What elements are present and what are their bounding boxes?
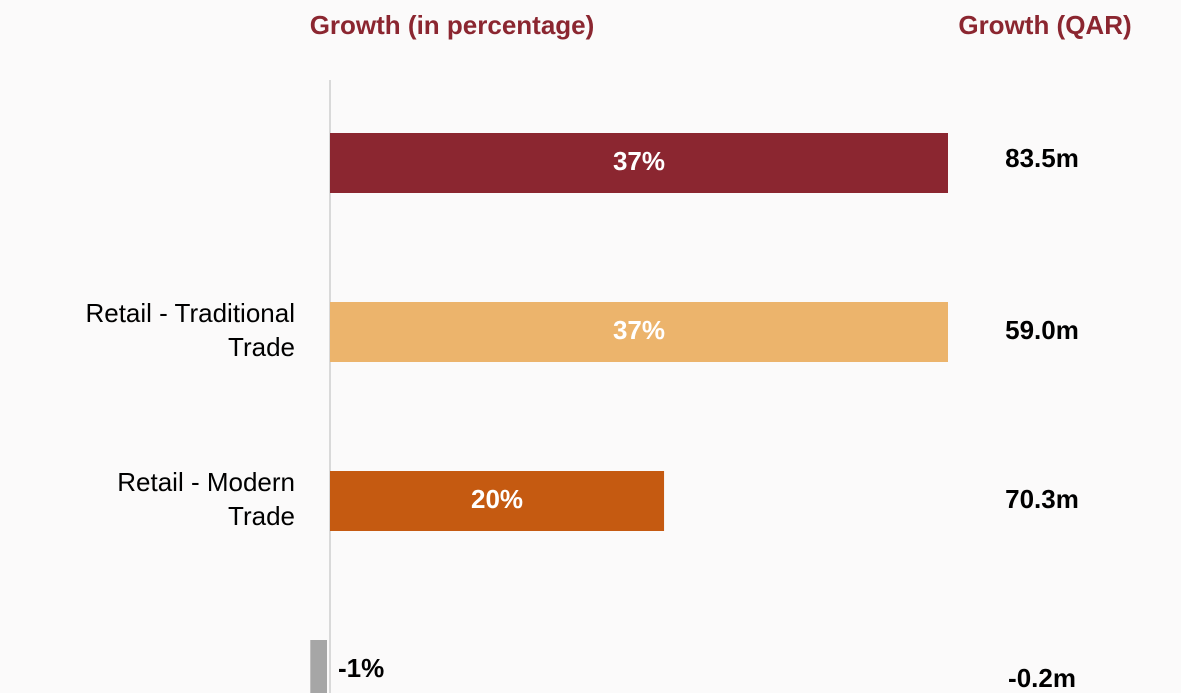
chart-title: Growth (in percentage): [310, 10, 595, 40]
value-label: 37%: [613, 146, 665, 176]
bar: [330, 133, 948, 193]
value-label: -1%: [338, 653, 384, 683]
qar-value: 59.0m: [1005, 315, 1079, 345]
value-label: 37%: [613, 315, 665, 345]
qar-value: 83.5m: [1005, 143, 1079, 173]
bar: [310, 640, 327, 693]
value-label: 20%: [471, 484, 523, 514]
category-label: Retail - Modern Trade: [117, 467, 295, 531]
qar-title: Growth (QAR): [958, 10, 1131, 40]
bar: [330, 302, 948, 362]
category-label: Retail - Traditional Trade: [85, 298, 295, 362]
qar-value: 70.3m: [1005, 484, 1079, 514]
qar-value: -0.2m: [1008, 663, 1076, 693]
bar: [330, 471, 665, 531]
